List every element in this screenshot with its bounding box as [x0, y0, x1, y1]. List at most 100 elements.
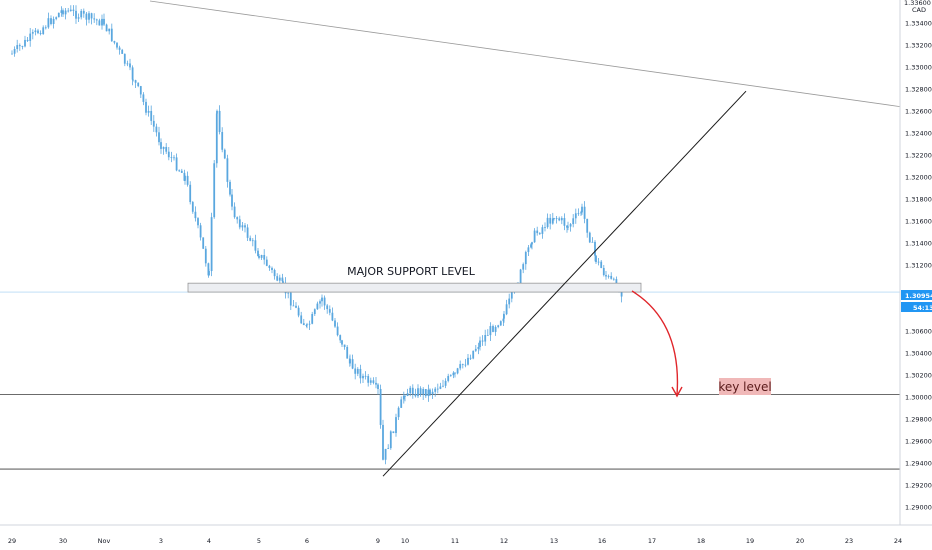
candle-body	[88, 13, 90, 20]
candle-body	[439, 386, 442, 389]
candle-body	[231, 194, 233, 207]
candle-body	[42, 27, 45, 34]
candle-body	[326, 305, 329, 310]
y-tick-label: 1.33400	[905, 20, 932, 28]
x-tick-label: 19	[746, 537, 754, 545]
candle-body	[417, 388, 419, 397]
candle-body	[387, 448, 390, 449]
candle-body	[47, 18, 50, 28]
countdown-badge	[901, 302, 932, 312]
candle-body	[197, 218, 199, 226]
candle-body	[139, 86, 142, 95]
candle-body	[199, 225, 202, 238]
y-tick-label: 1.31400	[905, 240, 932, 248]
candle-body	[334, 320, 336, 327]
candle-body	[295, 305, 297, 308]
candle-body	[108, 28, 111, 32]
x-tick-label: 6	[305, 537, 309, 545]
candle-body	[165, 146, 168, 152]
candle-body	[254, 240, 257, 251]
candle-body	[549, 217, 552, 224]
y-tick-label: 1.32000	[905, 174, 932, 182]
candle-body	[223, 149, 226, 159]
candle-body	[431, 391, 434, 395]
y-tick-label: 1.29600	[905, 438, 932, 446]
candle-body	[155, 126, 158, 133]
candle-body	[162, 146, 165, 149]
x-tick-label: 3	[159, 537, 163, 545]
candle-body	[213, 163, 216, 218]
candle-body	[236, 217, 239, 220]
candle-body	[29, 33, 32, 41]
candle-body	[292, 305, 295, 307]
candle-body	[208, 271, 210, 276]
y-axis[interactable]: 1.33600 1.33400 1.33200 1.33000 1.32800 1.326…	[899, 0, 932, 525]
y-tick-label: 1.31600	[905, 218, 932, 226]
candle-body	[382, 424, 384, 460]
candle-body	[319, 301, 321, 304]
support-zone[interactable]	[187, 282, 642, 293]
y-tick-label: 1.33000	[905, 64, 932, 72]
x-tick-label: 10	[401, 537, 409, 545]
y-tick-label: 1.29200	[905, 482, 932, 490]
candle-body	[481, 340, 484, 342]
candle-body	[404, 395, 406, 397]
candle-body	[474, 348, 477, 351]
ascending-trendline[interactable]	[382, 90, 747, 477]
candle-body	[484, 335, 487, 342]
x-axis[interactable]: 29 30 Nov 3 4 5 6 9 10 11 12 13 16 17 18 19 20 23 24	[0, 524, 932, 545]
key-level-label-bg	[719, 378, 771, 395]
candle-body	[479, 340, 481, 347]
candle-body	[152, 120, 155, 127]
countdown-text: 54:13	[913, 304, 932, 312]
x-tick-label: 23	[845, 537, 853, 545]
candle-body	[497, 325, 500, 327]
descending-trendline[interactable]	[149, 0, 901, 107]
candle-body	[372, 380, 375, 383]
last-price-text: 1.30954	[905, 292, 932, 300]
candle-body	[397, 407, 400, 418]
candle-body	[419, 388, 422, 395]
candle-body	[316, 303, 319, 310]
candle-body	[289, 292, 292, 306]
candle-body	[64, 10, 67, 15]
candle-body	[572, 218, 575, 225]
candle-body	[594, 241, 596, 256]
candle-body	[167, 151, 170, 158]
candle-body	[489, 326, 492, 336]
candle-body	[459, 364, 462, 369]
candle-body	[67, 10, 70, 12]
candle-body	[207, 263, 210, 276]
candle-body	[522, 264, 525, 270]
candle-body	[202, 237, 205, 249]
candle-body	[16, 45, 19, 49]
candle-body	[588, 232, 591, 243]
y-tick-label: 1.31200	[905, 262, 932, 270]
candle-body	[527, 247, 530, 253]
candle-body	[602, 267, 605, 276]
candle-body	[180, 170, 183, 173]
candle-body	[519, 269, 522, 285]
candle-body	[544, 227, 546, 228]
candle-body	[34, 30, 37, 33]
candle-body	[356, 368, 359, 374]
candle-body	[503, 314, 505, 319]
candle-body	[297, 307, 300, 316]
candle-body	[93, 18, 96, 20]
candle-body	[60, 10, 63, 13]
candle-body	[160, 142, 162, 149]
candle-body	[538, 233, 541, 234]
y-tick-label: 1.30400	[905, 350, 932, 358]
candle-body	[218, 110, 221, 133]
x-tick-label: 11	[451, 537, 459, 545]
candle-body	[574, 213, 577, 219]
y-tick-label: 1.29400	[905, 460, 932, 468]
candle-body	[18, 45, 21, 47]
candle-body	[502, 318, 505, 322]
candle-body	[75, 10, 77, 19]
candle-body	[492, 326, 494, 332]
candle-body	[221, 132, 224, 150]
candle-body	[351, 359, 354, 369]
candle-body	[375, 382, 377, 385]
